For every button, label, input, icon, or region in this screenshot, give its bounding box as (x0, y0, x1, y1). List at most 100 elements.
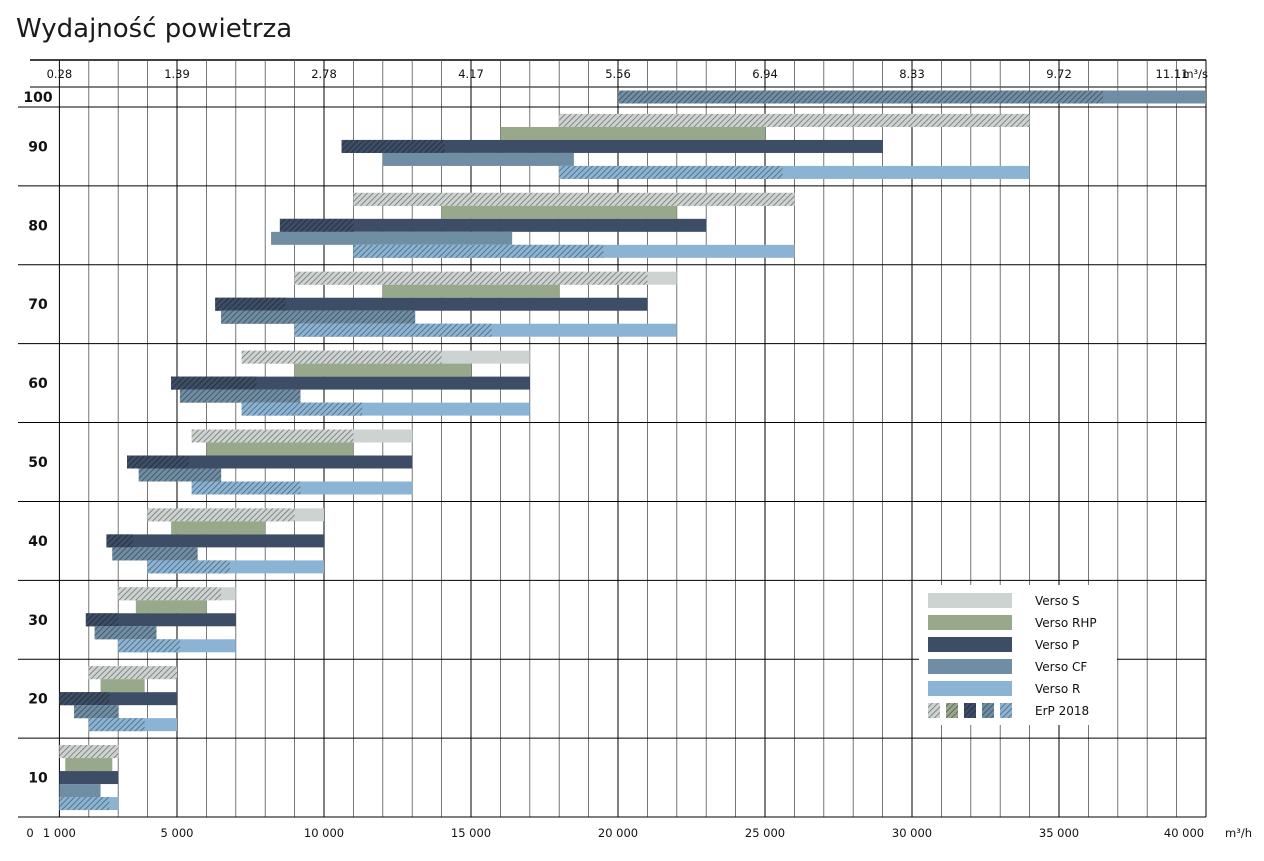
erp-segment (127, 455, 189, 469)
legend-label: Verso S (1035, 594, 1080, 608)
legend-swatch (928, 659, 1012, 674)
x-tick-label: 35 000 (1039, 826, 1079, 840)
top-tick-label: 2.78 (311, 67, 337, 81)
erp-segment (341, 139, 445, 153)
erp-segment (94, 626, 157, 640)
legend-swatch (928, 615, 1012, 630)
legend-swatch (928, 593, 1012, 608)
erp-segment (88, 718, 145, 732)
bar-20-verso-rhp (100, 679, 145, 693)
bar-50-verso-p (127, 455, 413, 469)
top-tick-label: 6.94 (752, 67, 778, 81)
erp-segment (179, 389, 301, 403)
legend-label: Verso CF (1035, 660, 1087, 674)
top-tick-label: 5.56 (605, 67, 631, 81)
bar-60-verso-rhp (294, 363, 471, 377)
bar-50-verso-rhp (206, 442, 354, 456)
x-tick-label: 1 000 (43, 826, 76, 840)
legend-label: Verso P (1035, 638, 1079, 652)
top-tick-label: 11.11 (1156, 67, 1189, 81)
erp-segment (74, 705, 119, 719)
legend-label: Verso R (1035, 682, 1080, 696)
legend-erp-swatch (928, 703, 940, 718)
erp-segment (171, 376, 257, 390)
x-tick-label: 30 000 (892, 826, 932, 840)
erp-segment (353, 244, 604, 258)
erp-segment (106, 534, 133, 548)
legend-erp-swatch (946, 703, 958, 718)
erp-segment (279, 218, 354, 232)
top-tick-label: 1.39 (164, 67, 190, 81)
erp-segment (191, 429, 354, 443)
erp-segment (618, 90, 1104, 104)
erp-segment (559, 113, 1030, 127)
bar-70-verso-p (215, 297, 648, 311)
bar-60-verso-p (171, 376, 530, 390)
erp-segment (294, 271, 648, 285)
erp-segment (241, 350, 442, 364)
size-label: 20 (28, 692, 48, 708)
size-label: 100 (23, 90, 52, 106)
legend-swatch (928, 637, 1012, 652)
erp-segment (221, 310, 416, 324)
size-label: 30 (28, 613, 48, 629)
erp-segment (191, 481, 301, 495)
size-label: 10 (28, 771, 48, 787)
top-tick-label: 0.28 (47, 67, 73, 81)
bars (59, 90, 1206, 811)
x-tick-label: 40 000 (1164, 826, 1204, 840)
erp-segment (147, 560, 230, 574)
x-tick-label: 10 000 (304, 826, 344, 840)
bar-90-verso-p (341, 139, 883, 153)
erp-segment (559, 165, 783, 179)
erp-segment (88, 666, 177, 680)
legend-erp-swatch (1000, 703, 1012, 718)
bar-10-verso-cf (59, 784, 101, 798)
erp-segment (294, 323, 492, 337)
x-tick-label: 20 000 (598, 826, 638, 840)
erp-segment (59, 692, 110, 706)
bar-30-verso-p (85, 613, 236, 627)
erp-segment (118, 587, 222, 601)
bar-10-verso-rhp (65, 758, 113, 772)
x-tick-label: 15 000 (451, 826, 491, 840)
legend-box (919, 585, 1117, 725)
bar-80-verso-rhp (441, 205, 677, 219)
top-tick-label: 4.17 (458, 67, 484, 81)
bar-40-verso-rhp (171, 521, 266, 535)
erp-segment (85, 613, 119, 627)
erp-segment (59, 745, 119, 759)
top-tick-label: 8.33 (899, 67, 925, 81)
bar-80-verso-p (279, 218, 707, 232)
bar-40-verso-p (106, 534, 324, 548)
erp-segment (147, 508, 295, 522)
size-label: 90 (28, 139, 48, 155)
legend-erp-label: ErP 2018 (1035, 704, 1089, 718)
bar-80-verso-cf (271, 231, 513, 245)
x-tick-label: 25 000 (745, 826, 785, 840)
erp-segment (112, 547, 198, 561)
legend-swatch (928, 681, 1012, 696)
legend-erp-swatch (964, 703, 976, 718)
legend-erp-swatch (982, 703, 994, 718)
legend-label: Verso RHP (1035, 616, 1097, 630)
bar-90-verso-rhp (500, 126, 765, 140)
bar-70-verso-rhp (382, 284, 560, 298)
erp-segment (118, 639, 180, 653)
x-tick-label: 5 000 (161, 826, 194, 840)
chart-title: Wydajność powietrza (16, 14, 293, 44)
top-tick-label: 9.72 (1046, 67, 1072, 81)
axis-labels: 0.28 1.39 2.78 4.17 5.56 6.94 8.33 9.72 11.11m³/… (23, 67, 1252, 840)
size-label: 70 (28, 297, 48, 313)
size-label: 60 (28, 376, 48, 392)
bar-10-verso-p (59, 771, 119, 785)
size-label: 50 (28, 455, 48, 471)
erp-segment (241, 402, 363, 416)
bar-90-verso-cf (382, 152, 574, 166)
erp-segment (215, 297, 286, 311)
size-label: 80 (28, 218, 48, 234)
x-tick-label: 0 (26, 826, 33, 840)
top-unit-label: m³/s (1182, 67, 1208, 81)
size-label: 40 (28, 534, 48, 550)
